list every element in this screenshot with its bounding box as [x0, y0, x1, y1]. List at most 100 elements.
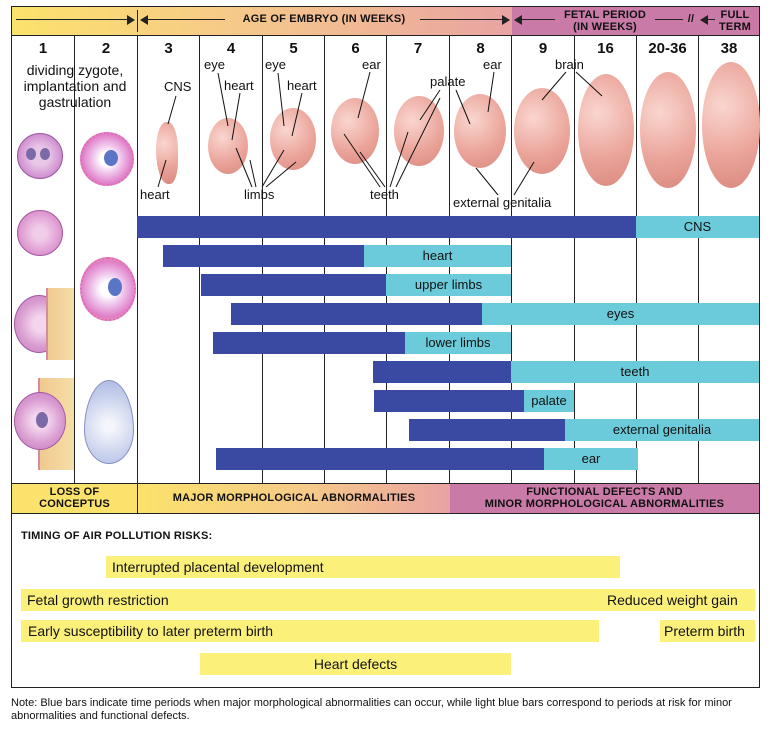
heart-minor-bar — [364, 245, 511, 267]
week-label: 4 — [226, 40, 236, 57]
fetus-week9-illustration — [514, 88, 570, 174]
lower-limbs-major-bar — [213, 332, 405, 354]
annotation-leader-lines — [157, 71, 603, 196]
bar-label-heart: heart — [422, 248, 453, 263]
annotation-external-genitalia: external genitalia — [453, 195, 552, 210]
bar-label-palate: palate — [531, 393, 567, 408]
week-label: 9 — [538, 40, 548, 57]
annotation-palate: palate — [430, 74, 466, 89]
full-term-sublabel: TERM — [719, 21, 751, 33]
week-label: 38 — [720, 40, 738, 57]
annotation-eye: eye — [265, 57, 286, 72]
heart-defects-bar — [200, 653, 511, 675]
zygote-cell-illustration — [40, 148, 50, 160]
header-tick-week3 — [137, 10, 138, 32]
figure-frame — [11, 6, 760, 688]
annotation-cns: CNS — [164, 79, 192, 94]
palate-major-bar — [374, 390, 524, 412]
full-term-label: FULL — [720, 9, 750, 21]
week-label: 2 — [101, 40, 111, 57]
teeth-major-bar — [373, 361, 511, 383]
footer-band-separator — [137, 484, 138, 513]
week-label: 3 — [164, 40, 173, 57]
week-label: 20-36 — [648, 40, 687, 57]
loss-of-conceptus-band — [12, 484, 137, 513]
column-line — [574, 36, 575, 484]
week-label: 7 — [413, 40, 423, 57]
functional-defects-band — [450, 484, 759, 513]
embryonic-disc-illustration — [84, 380, 134, 464]
header-band-embryo — [12, 7, 512, 35]
zygote-cell-illustration — [17, 133, 63, 179]
week-label: 6 — [351, 40, 360, 57]
arrow-embryo-right-head — [502, 15, 510, 25]
risk-label-placental: Interrupted placental development — [112, 559, 324, 575]
arrow-embryo-right — [420, 19, 504, 20]
figure-note: Note: Blue bars indicate time periods wh… — [11, 697, 732, 722]
annotation-ear: ear — [362, 57, 381, 72]
column-line — [636, 36, 637, 484]
fetus-week38-illustration — [702, 62, 760, 188]
heart-major-bar — [163, 245, 364, 267]
risk-label-growth-restriction: Fetal growth restriction — [27, 592, 169, 608]
loss-of-conceptus-label: LOSS OF — [49, 486, 100, 498]
lower-limbs-minor-bar — [405, 332, 511, 354]
arrow-fullterm — [707, 19, 715, 20]
implanting-blastocyst-illustration — [36, 412, 48, 428]
annotation-limbs: limbs — [244, 187, 275, 202]
bar-label-external-genitalia: external genitalia — [612, 422, 712, 437]
column-line — [74, 36, 75, 484]
bar-label-cns: CNS — [683, 219, 712, 234]
eyes-major-bar — [231, 303, 482, 325]
zygote-cell-illustration — [26, 148, 36, 160]
footer-band-divider — [12, 483, 759, 484]
annotation-ear: ear — [483, 57, 502, 72]
gastrulation-illustration — [108, 278, 122, 296]
bar-label-ear: ear — [581, 451, 601, 466]
bilaminar-disc-illustration — [104, 150, 118, 166]
bar-label-teeth: teeth — [620, 364, 650, 379]
arrow-embryo-left-head — [140, 15, 148, 25]
annotation-teeth: teeth — [370, 187, 399, 202]
eyes-minor-bar — [482, 303, 759, 325]
major-abnormalities-band — [138, 484, 450, 513]
upper-limbs-major-bar — [201, 274, 386, 296]
functional-defects-sublabel: MINOR MORPHOLOGICAL ABNORMALITIES — [484, 498, 725, 510]
functional-defects-label: FUNCTIONAL DEFECTS AND — [526, 486, 683, 498]
annotation-heart: heart — [224, 78, 254, 93]
teeth-minor-bar — [511, 361, 759, 383]
bar-label-lower-limbs: lower limbs — [425, 335, 491, 350]
gastrulation-illustration — [80, 257, 136, 321]
major-abnormalities-label: MAJOR MORPHOLOGICAL ABNORMALITIES — [172, 492, 416, 504]
bar-label-upper-limbs: upper limbs — [414, 277, 483, 292]
week1-description: dividing zygote, implantation and gastru… — [23, 62, 127, 110]
arrow-embryo-left — [147, 19, 225, 20]
annotation-heart: heart — [140, 187, 170, 202]
risk-label-preterm-birth: Preterm birth — [664, 623, 745, 639]
column-line — [698, 36, 699, 484]
growth-restriction-bar — [21, 589, 755, 611]
external-genitalia-minor-bar — [565, 419, 759, 441]
arrow-fullterm-head — [700, 15, 708, 25]
timeline-break-mark: // — [687, 13, 695, 25]
ear-major-bar — [216, 448, 544, 470]
ear-minor-bar — [544, 448, 638, 470]
embryo-week4-illustration — [208, 118, 248, 174]
week-label: 8 — [476, 40, 485, 57]
embryo-week3-illustration — [156, 122, 178, 184]
arrow-fetal-left — [521, 19, 555, 20]
cns-major-bar — [137, 216, 636, 238]
fetal-period-label: FETAL PERIOD — [563, 9, 647, 21]
annotation-brain: brain — [555, 57, 584, 72]
arrow-week1-2 — [16, 19, 129, 20]
risk-label-preterm-susceptibility: Early susceptibility to later preterm bi… — [28, 623, 274, 639]
week-label: 1 — [38, 40, 48, 57]
week-label: 16 — [597, 40, 614, 57]
annotation-eye: eye — [204, 57, 225, 72]
palate-minor-bar — [524, 390, 574, 412]
cns-minor-bar — [636, 216, 759, 238]
arrow-fetal-right — [655, 19, 683, 20]
week-label: 5 — [289, 40, 298, 57]
footer-band-bottom — [12, 513, 759, 514]
